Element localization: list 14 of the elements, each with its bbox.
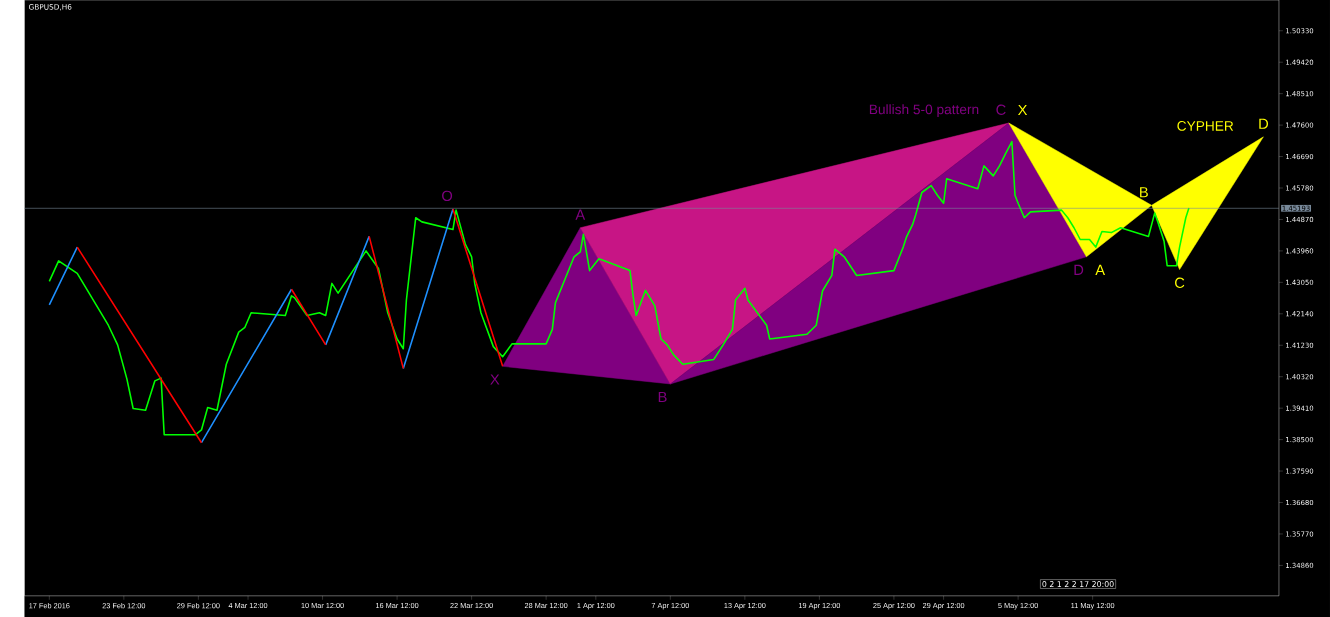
line-series bbox=[48, 140, 1190, 436]
data-label: D bbox=[1074, 264, 1084, 275]
series-label: CYPHER bbox=[1177, 120, 1234, 131]
data-label: X bbox=[1017, 104, 1028, 115]
data-label: C bbox=[1175, 277, 1185, 288]
data-label: A bbox=[575, 209, 586, 220]
data-label: B bbox=[1140, 186, 1148, 198]
series-label: Bullish 5-0 pattern bbox=[869, 103, 979, 117]
data-label: X bbox=[490, 374, 500, 385]
data-label: C bbox=[996, 104, 1006, 115]
data-label: D bbox=[1259, 118, 1269, 129]
data-label: B bbox=[658, 391, 667, 402]
annotation: O bbox=[442, 190, 453, 201]
data-label: A bbox=[1095, 264, 1106, 275]
